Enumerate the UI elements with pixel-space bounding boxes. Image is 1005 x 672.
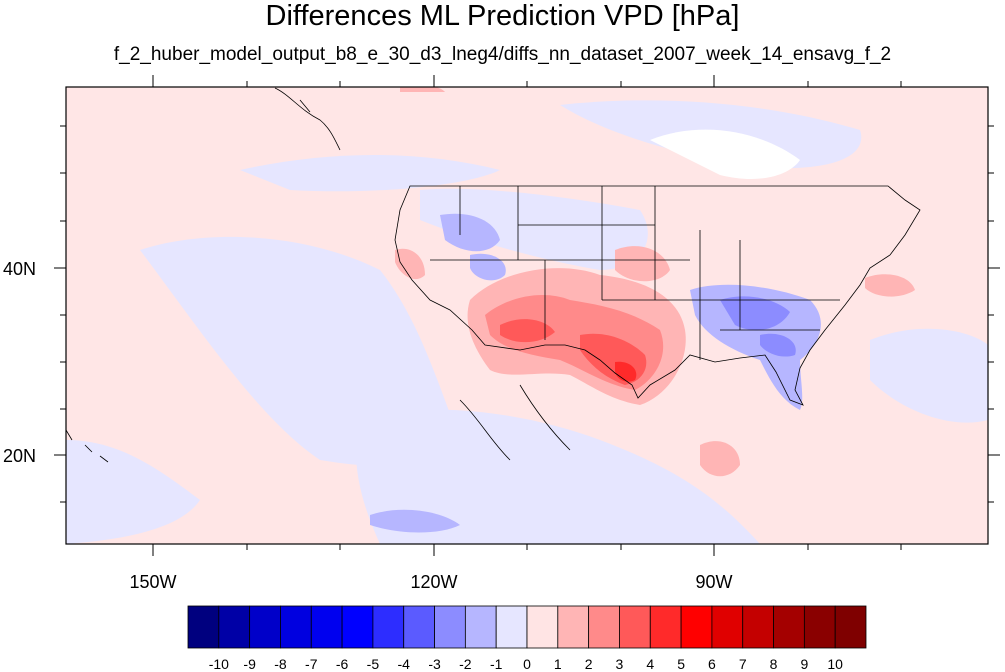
north-plains-negative-region	[420, 188, 648, 270]
colorbar-swatch	[680, 605, 713, 649]
colorbar-tick-label: 10	[827, 656, 843, 672]
map-subtitle: f_2_huber_model_output_b8_e_30_d3_lneg4/…	[113, 44, 892, 65]
colorbar-tick-label: -4	[398, 656, 411, 672]
alaska-coast	[274, 87, 341, 151]
latitude-ticks	[54, 125, 1000, 503]
colorbar-tick-label: -1	[490, 656, 503, 672]
kansas-positive-patch	[615, 246, 670, 282]
latitude-label-20n: 20N	[3, 446, 36, 466]
south-negative-region	[356, 409, 760, 544]
latitude-label-40n: 40N	[3, 259, 36, 279]
colorbar-tick-label: 5	[677, 656, 685, 672]
longitude-label-150w: 150W	[129, 572, 176, 592]
colorbar-swatch	[649, 605, 682, 649]
colorbar-tick-label: -10	[209, 656, 229, 672]
northeast-pacific-negative-strip	[240, 155, 500, 192]
colorbar-swatch	[588, 605, 620, 649]
canada-neutral-patch	[650, 129, 800, 180]
colorbar-swatch	[249, 605, 281, 649]
colorbar-tick-label: 2	[585, 656, 593, 672]
colorbar-swatch	[403, 605, 435, 649]
colorbar-swatch	[526, 605, 559, 649]
colorbar-swatch	[711, 605, 744, 649]
longitude-label-120w: 120W	[410, 572, 457, 592]
atlantic-positive-region	[830, 174, 988, 293]
colorbar-swatch	[310, 605, 343, 649]
colorbar-tick-label: -3	[428, 656, 441, 672]
hawaii-islands	[65, 429, 109, 463]
colorbar-tick-label: -2	[459, 656, 472, 672]
colorbar-tick-label: 6	[708, 656, 716, 672]
southeast-negative-region	[690, 284, 821, 410]
colorbar-swatch	[742, 605, 774, 649]
southwest-negative-region	[66, 440, 200, 544]
usa-outline	[394, 185, 921, 406]
mexico-coast	[459, 384, 571, 461]
atlantic-negative-region	[870, 328, 988, 423]
california-positive-patch	[395, 248, 425, 280]
state-borders	[430, 186, 840, 360]
colorbar-swatch	[372, 605, 405, 649]
tennessee-negative-patch	[720, 296, 790, 331]
pacific-negative-region	[140, 236, 460, 466]
colorbar-tick-label: 3	[616, 656, 624, 672]
colorbar-swatch	[803, 605, 836, 649]
colorbar-tick-label: 4	[646, 656, 654, 672]
montana-negative-patch	[440, 213, 500, 252]
north-positive-patch	[400, 87, 445, 92]
colorbar-swatch	[187, 605, 220, 649]
map-title: Differences ML Prediction VPD [hPa]	[265, 0, 740, 32]
colorbar-tick-label: 9	[800, 656, 808, 672]
longitude-ticks	[152, 75, 902, 556]
atlantic-positive-patch	[865, 274, 915, 297]
colorbar-tick-label: -9	[243, 656, 256, 672]
colorbar-tick-label: -5	[367, 656, 380, 672]
colorbar-swatch	[557, 605, 590, 649]
coastlines-and-borders	[65, 87, 921, 463]
colorbar: -10 -9 -8 -7 -6 -5 -4 -3 -2 -1 0 1 2 3 4 5 6 7 8 9 10	[187, 605, 867, 672]
colorbar-tick-label: -8	[274, 656, 287, 672]
colorbar-swatch	[218, 605, 251, 649]
colorbar-swatch	[434, 605, 466, 649]
colorbar-swatch	[834, 605, 867, 649]
colorbar-swatch	[619, 605, 651, 649]
colorbar-swatch	[280, 605, 312, 649]
georgia-negative-patch	[760, 333, 796, 357]
colorbar-tick-label: 8	[770, 656, 778, 672]
map-field	[66, 87, 988, 544]
colorbar-swatch	[495, 605, 528, 649]
pacific-negative-patch	[370, 509, 460, 533]
colorbar-swatch	[773, 605, 805, 649]
colorbar-swatch	[464, 605, 497, 649]
caribbean-positive-patch	[700, 441, 740, 477]
colorbar-tick-label: 0	[523, 656, 531, 672]
longitude-label-90w: 90W	[695, 572, 732, 592]
colorbar-tick-label: 1	[554, 656, 562, 672]
arizona-positive-core	[500, 319, 555, 343]
colorbar-swatch	[341, 605, 374, 649]
colorbar-tick-label: 7	[739, 656, 747, 672]
colorbar-tick-label: -7	[305, 656, 318, 672]
colorbar-tick-label: -6	[336, 656, 349, 672]
